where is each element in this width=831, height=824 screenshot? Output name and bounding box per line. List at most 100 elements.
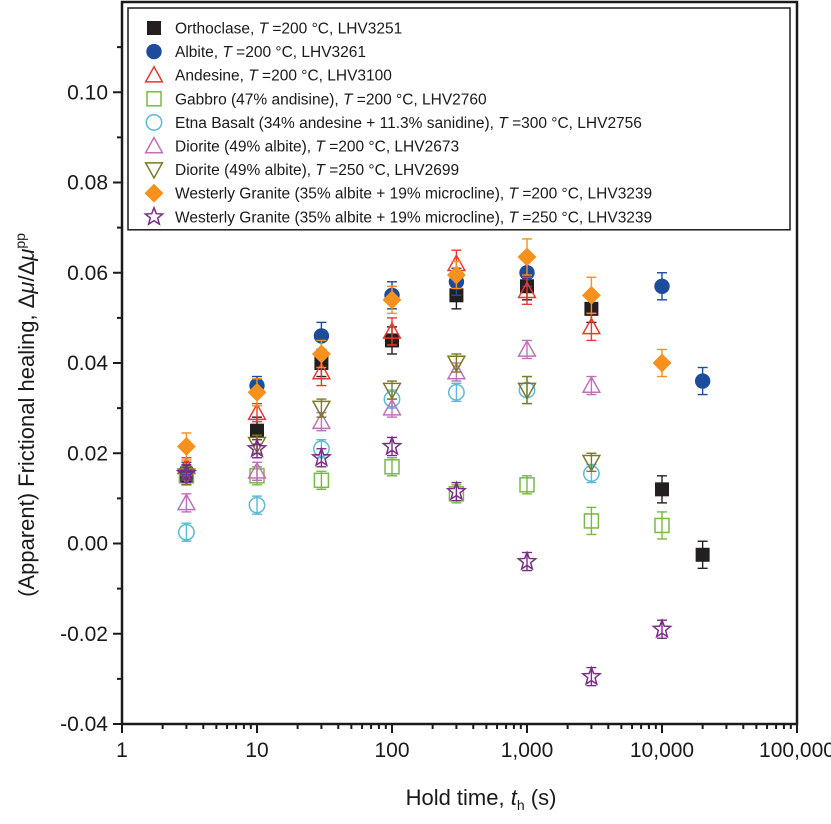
legend-marker [146, 43, 162, 60]
data-point [311, 344, 331, 364]
data-point [382, 321, 402, 339]
data-point [381, 435, 403, 456]
series-4 [177, 375, 600, 542]
data-point [694, 373, 711, 389]
legend-label: Westerly Granite (35% albite + 19% micro… [175, 209, 652, 226]
legend-entry: Gabbro (47% andisine), T =200 °C, LHV276… [146, 91, 487, 108]
legend-entry: Andesine, T =200 °C, LHV3100 [144, 65, 392, 85]
data-point [384, 459, 400, 475]
legend-entry: Diorite (49% albite), T =200 °C, LHV2673 [144, 136, 459, 156]
data-point [176, 492, 197, 511]
data-point [655, 482, 669, 497]
series-8 [175, 435, 673, 687]
x-tick-label: 100,000 [759, 739, 831, 762]
data-point [445, 480, 468, 501]
legend-marker [145, 113, 163, 131]
data-point [580, 665, 603, 686]
y-axis-title: (Apparent) Frictional healing, Δμ/Δμpp [12, 233, 39, 597]
data-point [581, 454, 602, 473]
data-point [447, 383, 465, 401]
data-point [382, 382, 402, 401]
data-point [177, 523, 195, 541]
data-point [176, 437, 196, 456]
x-tick-label: 100 [374, 739, 409, 762]
data-point [246, 437, 268, 458]
data-point [250, 423, 264, 438]
y-tick-label: 0.06 [67, 262, 108, 285]
y-tick-label: 0.04 [67, 352, 108, 375]
data-point [695, 547, 710, 562]
x-tick-label: 10 [245, 739, 268, 762]
x-axis: 1 10 100 1,000 10,000 100,000 [116, 724, 831, 762]
legend-label: Diorite (49% albite), T =200 °C, LHV2673 [175, 139, 459, 156]
data-point [382, 290, 402, 310]
data-point [519, 477, 535, 493]
data-point [247, 382, 267, 402]
data-point [517, 280, 537, 299]
legend-box [127, 7, 791, 231]
legend-marker [146, 91, 162, 107]
series-7 [176, 238, 672, 461]
legend-label: Andesine, T =200 °C, LHV3100 [175, 68, 392, 85]
legend-entry: Etna Basalt (34% andesine + 11.3% sanidi… [145, 113, 642, 132]
legend: Orthoclase, T =200 °C, LHV3251 Albite, T … [127, 7, 791, 231]
y-tick-label: -0.04 [60, 713, 108, 736]
legend-marker [147, 21, 161, 35]
data-point [516, 550, 538, 571]
legend-entry: Albite, T =200 °C, LHV3261 [146, 43, 366, 61]
data-point [311, 411, 332, 430]
y-tick-label: 0.10 [67, 81, 108, 104]
data-point [583, 513, 600, 529]
data-point [446, 362, 467, 380]
data-point [654, 278, 670, 294]
legend-entry: Orthoclase, T =200 °C, LHV3251 [147, 21, 402, 38]
y-axis: -0.04 -0.02 0.00 0.02 0.04 0.06 0.08 0.10 [60, 46, 122, 736]
legend-marker [144, 65, 164, 83]
series-2 [176, 249, 602, 477]
series-6 [176, 353, 602, 486]
data-point [651, 618, 673, 639]
y-tick-label: 0.08 [67, 172, 108, 195]
legend-marker [144, 136, 164, 154]
data-point [175, 462, 198, 483]
legend-label: Gabbro (47% andisine), T =200 °C, LHV276… [175, 91, 487, 108]
x-tick-label: 10,000 [630, 739, 694, 762]
data-point [581, 375, 602, 394]
data-point [247, 461, 267, 479]
data-point [382, 398, 402, 416]
series-5 [176, 339, 602, 513]
data-point [517, 247, 537, 267]
data-point [248, 496, 266, 514]
data-point [247, 402, 267, 421]
data-point [310, 446, 333, 467]
x-tick-label: 1 [116, 739, 128, 762]
data-point [311, 400, 332, 419]
legend-entry: Diorite (49% albite), T =250 °C, LHV2699 [144, 162, 459, 180]
legend-label: Orthoclase, T =200 °C, LHV3251 [175, 21, 402, 38]
series-3 [178, 457, 670, 540]
data-point [652, 353, 672, 373]
x-tick-label: 1,000 [501, 739, 554, 762]
legend-marker [143, 205, 165, 226]
series-0 [179, 272, 710, 570]
y-tick-label: 0.02 [67, 442, 108, 465]
legend-marker [144, 162, 164, 180]
data-point [654, 517, 670, 534]
data-point [446, 355, 467, 373]
data-point [517, 339, 537, 357]
data-point [581, 316, 602, 335]
data-point [581, 285, 601, 305]
data-point [313, 472, 330, 489]
legend-label: Etna Basalt (34% andesine + 11.3% sanidi… [175, 115, 642, 132]
data-point [517, 382, 537, 401]
legend-entry: Westerly Granite (35% albite + 19% micro… [144, 183, 652, 203]
legend-label: Albite, T =200 °C, LHV3261 [175, 44, 366, 61]
y-tick-label: 0.00 [67, 533, 108, 556]
data-point [311, 362, 332, 380]
legend-label: Westerly Granite (35% albite + 19% micro… [175, 186, 652, 203]
legend-label: Diorite (49% albite), T =250 °C, LHV2699 [175, 162, 459, 179]
data-point [446, 265, 466, 285]
legend-marker [144, 183, 164, 203]
data-marks [175, 188, 711, 687]
